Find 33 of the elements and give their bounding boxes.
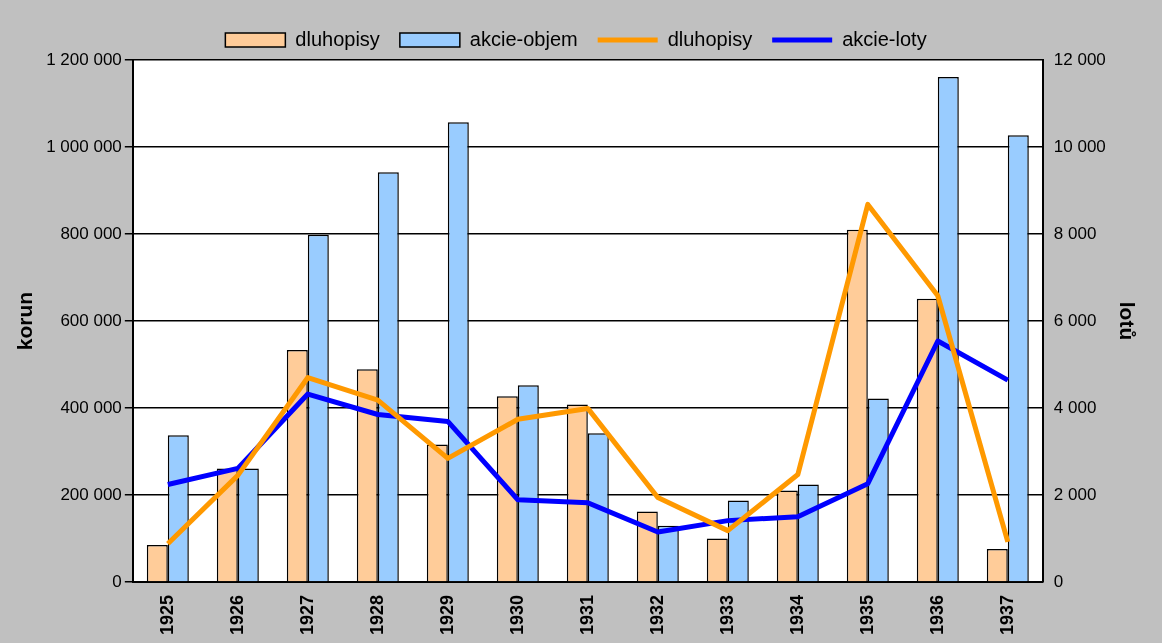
legend-label: dluhopisy [667, 27, 753, 50]
legend-label: akcie-objem [469, 27, 578, 50]
x-tick-label: 1930 [506, 594, 527, 635]
y2-axis-title: lotů [1115, 301, 1139, 341]
y2-tick-label: 10 000 [1053, 136, 1106, 156]
x-tick-label: 1933 [716, 594, 737, 635]
x-tick-label: 1936 [926, 594, 947, 635]
x-tick-label: 1931 [576, 594, 597, 635]
y-tick-label: 1 000 000 [46, 136, 122, 156]
y-tick-label: 600 000 [60, 310, 122, 330]
y2-tick-label: 2 000 [1053, 484, 1097, 504]
y2-tick-label: 8 000 [1053, 223, 1097, 243]
y2-tick-label: 6 000 [1053, 310, 1097, 330]
y-tick-label: 400 000 [60, 397, 122, 417]
y-tick-label: 1 200 000 [46, 49, 122, 69]
y-tick-label: 0 [112, 571, 122, 591]
x-tick-label: 1935 [856, 594, 877, 635]
x-tick-label: 1929 [436, 594, 457, 635]
x-tick-label: 1925 [156, 594, 177, 635]
x-tick-label: 1934 [786, 594, 807, 635]
y2-tick-label: 12 000 [1053, 49, 1106, 69]
y-axis-title: korun [13, 291, 37, 351]
x-tick-label: 1928 [366, 594, 387, 635]
x-tick-label: 1927 [296, 594, 317, 635]
x-tick-label: 1937 [996, 594, 1017, 635]
x-tick-label: 1932 [646, 594, 667, 635]
legend-label: akcie-loty [842, 27, 927, 50]
y-tick-label: 800 000 [60, 223, 122, 243]
legend-label: dluhopisy [295, 27, 380, 50]
y-tick-label: 200 000 [60, 484, 122, 504]
y2-tick-label: 4 000 [1053, 397, 1097, 417]
y2-tick-label: 0 [1053, 571, 1064, 591]
x-tick-label: 1926 [226, 594, 247, 635]
